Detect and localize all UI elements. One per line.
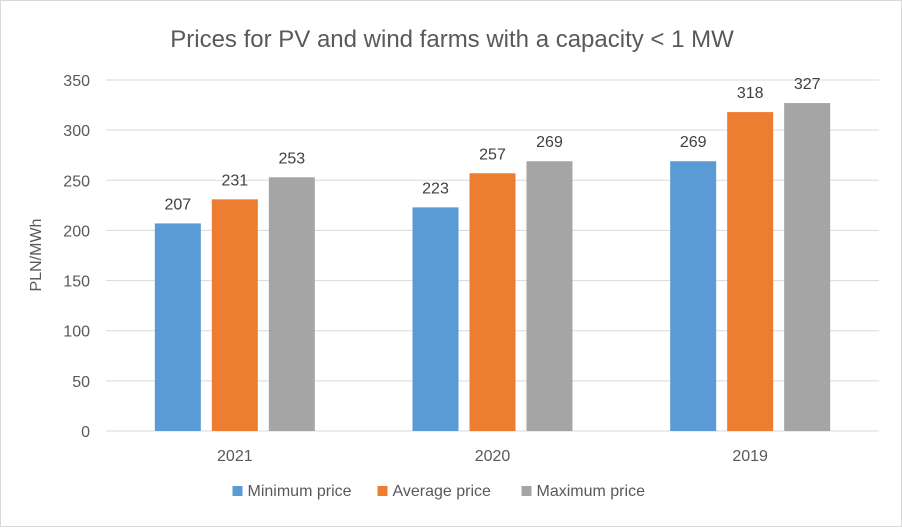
bar [526,161,573,431]
x-tick-label: 2020 [475,448,511,465]
bar [412,207,459,431]
y-tick-label: 350 [63,73,90,90]
legend-label: Average price [393,483,492,500]
data-label: 223 [422,180,449,197]
legend-item: Minimum price [232,483,352,500]
bar [154,223,201,431]
bar [727,112,774,431]
y-axis-ticks: 0 50 100 150 200 250 300 350 [63,73,90,441]
legend-label: Maximum price [537,483,646,500]
x-axis-ticks: 2021 2020 2019 [217,448,768,465]
legend: Minimum price Average price Maximum price [232,483,646,500]
legend-item: Maximum price [521,483,646,500]
data-label: 327 [794,76,821,93]
bar [784,103,831,432]
y-tick-label: 50 [72,374,90,391]
data-labels: 207 231 253 223 257 269 269 318 327 [164,76,820,213]
data-label: 269 [680,134,707,151]
y-tick-label: 100 [63,324,90,341]
y-tick-label: 150 [63,274,90,291]
x-tick-label: 2019 [732,448,768,465]
legend-swatch [232,486,243,496]
chart-title: Prices for PV and wind farms with a capa… [170,26,734,53]
y-axis-label: PLN/MWh [28,219,45,292]
bars [154,103,831,432]
data-label: 269 [536,134,563,151]
y-tick-label: 300 [63,123,90,140]
y-tick-label: 200 [63,223,90,240]
y-tick-label: 250 [63,173,90,190]
legend-label: Minimum price [248,483,352,500]
bar [469,173,516,431]
legend-item: Average price [377,483,492,500]
data-label: 253 [278,150,305,167]
legend-swatch [521,486,532,496]
data-label: 318 [737,85,764,102]
bar [211,199,258,431]
bar [268,177,315,431]
y-tick-label: 0 [81,424,90,441]
legend-swatch [377,486,388,496]
x-tick-label: 2021 [217,448,253,465]
data-label: 231 [221,172,248,189]
bar [670,161,717,431]
data-label: 207 [164,196,191,213]
data-label: 257 [479,146,506,163]
